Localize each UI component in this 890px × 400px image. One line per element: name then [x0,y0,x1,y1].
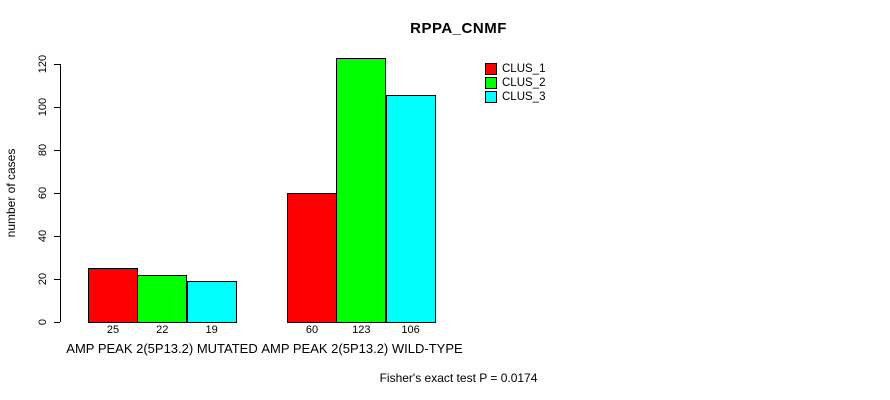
bar-clus_1-group1 [88,268,138,323]
legend-item-clus_1: CLUS_1 [485,62,545,76]
bar-value-label: 25 [106,324,120,336]
bar-value-label: 19 [205,324,218,336]
y-tick [54,236,60,238]
stat-test-note: Fisher's exact test P = 0.0174 [379,371,538,385]
y-axis [60,64,61,322]
legend: CLUS_1 CLUS_2 CLUS_3 [485,62,545,104]
x-category-label-wild-type: AMP PEAK 2(5P13.2) WILD-TYPE [261,341,463,356]
y-axis-title: number of cases [4,148,18,238]
y-tick-label: 120 [37,55,49,74]
y-tick [54,322,60,323]
bar-value-label: 123 [352,324,371,336]
legend-swatch-icon [485,63,497,75]
y-tick [54,64,60,66]
y-tick-label: 20 [37,272,49,286]
y-tick [54,107,60,109]
y-tick-label: 100 [37,98,49,117]
legend-swatch-icon [485,91,497,103]
y-tick-label: 60 [37,187,49,200]
bar-clus_1-group2 [287,193,337,323]
y-tick [54,279,60,281]
y-tick [54,193,60,195]
y-tick-label: 80 [37,144,49,157]
legend-label: CLUS_2 [502,77,546,89]
bar-clus_2-group1 [137,275,188,323]
y-tick-label: 0 [37,318,49,326]
x-category-label-mutated: AMP PEAK 2(5P13.2) MUTATED [66,341,258,356]
legend-swatch-icon [485,77,497,89]
bar-value-label: 22 [156,324,169,336]
legend-item-clus_3: CLUS_3 [485,90,545,104]
y-tick-label: 40 [37,230,49,243]
bar-clus_3-group2 [385,95,436,323]
bar-clus_2-group2 [336,58,387,323]
bar-value-label: 60 [305,324,319,336]
bar-value-label: 106 [401,324,420,336]
y-tick [54,150,60,152]
bar-clus_3-group1 [186,281,237,323]
legend-item-clus_2: CLUS_2 [485,76,545,90]
legend-label: CLUS_1 [502,63,546,75]
chart-title: RPPA_CNMF [410,20,507,37]
legend-label: CLUS_3 [502,91,546,103]
